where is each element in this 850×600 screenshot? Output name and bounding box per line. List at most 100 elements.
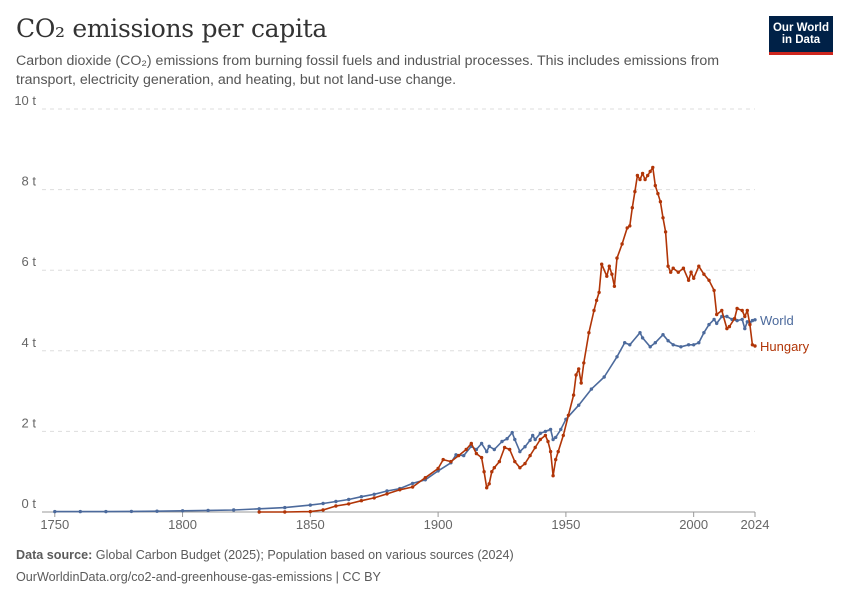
data-point-hungary bbox=[502, 445, 507, 450]
data-point-hungary bbox=[740, 308, 744, 313]
data-point-world bbox=[104, 509, 108, 514]
data-point-world bbox=[666, 339, 670, 343]
data-point-hungary bbox=[625, 226, 629, 230]
x-tick-label: 1900 bbox=[424, 517, 453, 532]
owid-logo[interactable]: Our World in Data bbox=[769, 16, 833, 55]
data-point-hungary bbox=[551, 474, 555, 478]
data-point-world bbox=[661, 333, 665, 337]
data-point-hungary bbox=[745, 308, 749, 313]
y-tick-label: 2 t bbox=[22, 415, 37, 430]
data-point-world bbox=[528, 438, 532, 442]
data-point-world bbox=[500, 439, 504, 444]
data-point-hungary bbox=[702, 272, 706, 276]
data-point-world bbox=[454, 453, 458, 457]
x-tick-label: 2000 bbox=[679, 517, 708, 532]
data-point-hungary bbox=[566, 413, 571, 417]
data-point-world bbox=[538, 431, 542, 436]
source-url[interactable]: OurWorldinData.org/co2-and-greenhouse-ga… bbox=[16, 570, 381, 584]
y-tick-label: 10 t bbox=[14, 93, 36, 108]
data-point-world bbox=[679, 345, 683, 349]
data-point-hungary bbox=[497, 459, 502, 464]
data-point-hungary bbox=[640, 171, 645, 176]
data-point-hungary bbox=[620, 242, 624, 246]
data-point-world bbox=[321, 501, 325, 506]
data-point-hungary bbox=[743, 314, 747, 319]
data-point-hungary bbox=[574, 373, 578, 377]
data-point-world bbox=[347, 497, 351, 502]
data-point-hungary bbox=[582, 361, 586, 365]
data-point-hungary bbox=[308, 509, 312, 514]
data-point-world bbox=[715, 321, 719, 326]
data-point-hungary bbox=[712, 288, 716, 293]
data-point-hungary bbox=[423, 476, 427, 480]
data-point-world bbox=[78, 509, 83, 514]
data-point-hungary bbox=[750, 343, 755, 347]
data-source: Data source: Global Carbon Budget (2025)… bbox=[16, 548, 514, 562]
data-point-world bbox=[492, 447, 496, 452]
data-point-world bbox=[697, 341, 701, 345]
data-point-world bbox=[531, 433, 535, 438]
data-point-hungary bbox=[681, 266, 686, 270]
data-point-hungary bbox=[543, 433, 548, 438]
data-point-hungary bbox=[753, 344, 757, 348]
data-point-world bbox=[487, 444, 491, 448]
data-point-hungary bbox=[648, 169, 652, 174]
data-point-hungary bbox=[651, 165, 655, 170]
data-point-hungary bbox=[528, 453, 532, 458]
data-point-hungary bbox=[676, 270, 680, 274]
data-point-hungary bbox=[656, 191, 660, 196]
data-point-world bbox=[559, 427, 563, 432]
data-point-hungary bbox=[556, 449, 560, 454]
data-point-hungary bbox=[607, 264, 611, 268]
data-point-hungary bbox=[359, 499, 364, 503]
data-point-world bbox=[410, 481, 415, 486]
data-point-hungary bbox=[630, 206, 634, 210]
data-point-hungary bbox=[554, 457, 558, 462]
data-point-hungary bbox=[579, 381, 583, 385]
x-tick-label: 1800 bbox=[168, 517, 197, 532]
data-point-hungary bbox=[628, 224, 632, 228]
data-point-world bbox=[510, 430, 514, 435]
data-point-hungary bbox=[643, 177, 647, 182]
data-point-hungary bbox=[334, 504, 338, 508]
data-point-hungary bbox=[671, 266, 675, 270]
data-point-world bbox=[638, 331, 642, 335]
data-point-hungary bbox=[577, 367, 581, 371]
data-point-world bbox=[725, 314, 729, 319]
data-point-hungary bbox=[692, 276, 696, 280]
data-point-world bbox=[712, 317, 716, 322]
data-point-hungary bbox=[449, 459, 453, 464]
data-point-hungary bbox=[546, 439, 550, 444]
data-point-world bbox=[206, 508, 210, 513]
data-point-hungary bbox=[385, 492, 389, 496]
data-point-world bbox=[257, 507, 261, 511]
series-label-world: World bbox=[760, 313, 794, 328]
data-point-hungary bbox=[492, 466, 496, 470]
data-point-world bbox=[743, 326, 747, 331]
data-point-world bbox=[513, 437, 517, 442]
data-point-hungary bbox=[436, 466, 440, 471]
data-point-world bbox=[462, 453, 466, 458]
data-point-world bbox=[745, 320, 749, 324]
data-point-hungary bbox=[587, 331, 591, 335]
data-point-world bbox=[671, 343, 675, 347]
data-point-world bbox=[615, 355, 619, 359]
data-point-world bbox=[750, 318, 755, 323]
data-point-hungary bbox=[600, 262, 604, 266]
series-lines bbox=[53, 165, 757, 514]
data-point-hungary bbox=[633, 189, 637, 194]
data-point-hungary bbox=[469, 441, 473, 446]
data-point-world bbox=[533, 437, 537, 442]
data-point-world bbox=[653, 341, 657, 345]
x-tick-label: 1950 bbox=[551, 517, 580, 532]
data-point-hungary bbox=[697, 264, 701, 268]
data-point-hungary bbox=[490, 470, 494, 474]
data-point-world bbox=[686, 343, 691, 347]
data-point-world bbox=[359, 495, 364, 499]
data-point-world bbox=[155, 509, 159, 513]
series-labels: World Hungary bbox=[760, 313, 810, 354]
data-point-hungary bbox=[518, 466, 522, 470]
data-point-world bbox=[372, 492, 376, 496]
data-point-hungary bbox=[732, 316, 737, 321]
data-point-world bbox=[589, 387, 594, 391]
